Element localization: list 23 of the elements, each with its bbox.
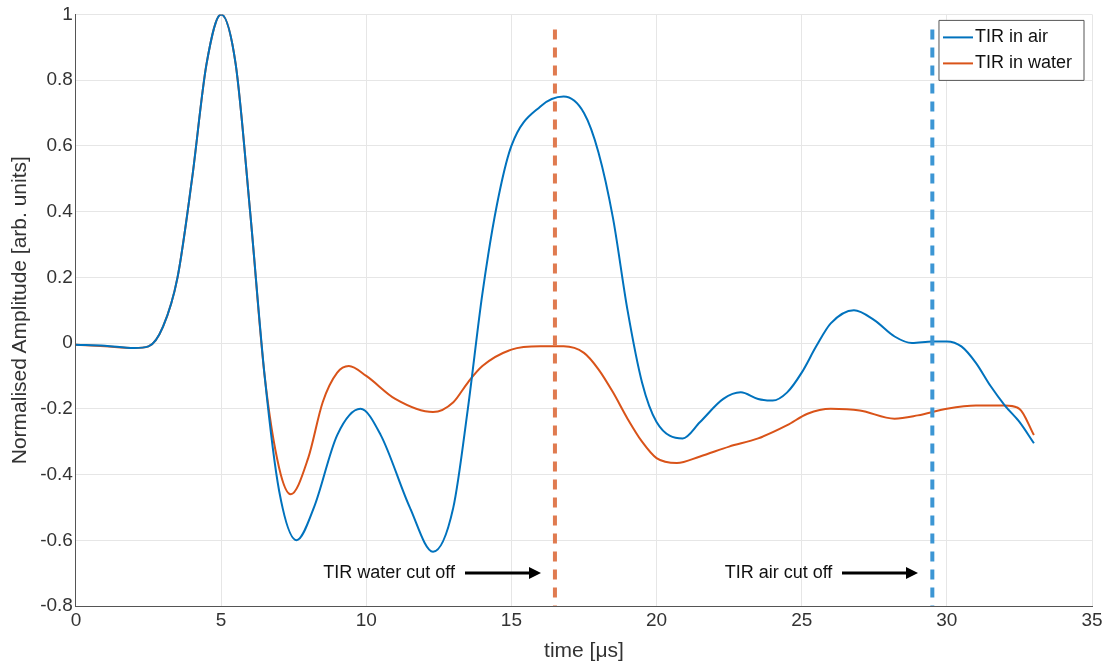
y-tick-label: -0.6 <box>40 528 73 550</box>
y-tick-label: 1 <box>62 2 73 24</box>
x-tick-label: 25 <box>791 608 813 630</box>
legend-label: TIR in water <box>974 52 1073 73</box>
y-axis-title: Normalised Amplitude [arb. units] <box>7 156 31 465</box>
x-tick-label: 10 <box>355 608 377 630</box>
y-tick-label: -0.8 <box>40 594 73 616</box>
legend-label: TIR in air <box>974 26 1048 47</box>
annotation: TIR air cut off <box>724 561 834 582</box>
x-axis-title: time [μs] <box>544 638 624 662</box>
x-tick-label: 15 <box>500 608 522 630</box>
x-tick-label: 30 <box>936 608 958 630</box>
y-tick-label: 0.8 <box>46 68 73 90</box>
y-tick-label: 0 <box>62 331 73 353</box>
x-tick-label: 20 <box>645 608 668 630</box>
y-tick-label: 0.4 <box>46 199 74 221</box>
x-tick-label: 35 <box>1081 608 1103 630</box>
x-tick-label: 5 <box>215 608 227 630</box>
annotation: TIR water cut off <box>323 561 456 582</box>
y-tick-label: -0.2 <box>40 397 73 419</box>
y-tick-label: 0.6 <box>46 134 73 156</box>
y-tick-label: 0.2 <box>46 265 73 287</box>
y-tick-label: -0.4 <box>40 462 74 484</box>
